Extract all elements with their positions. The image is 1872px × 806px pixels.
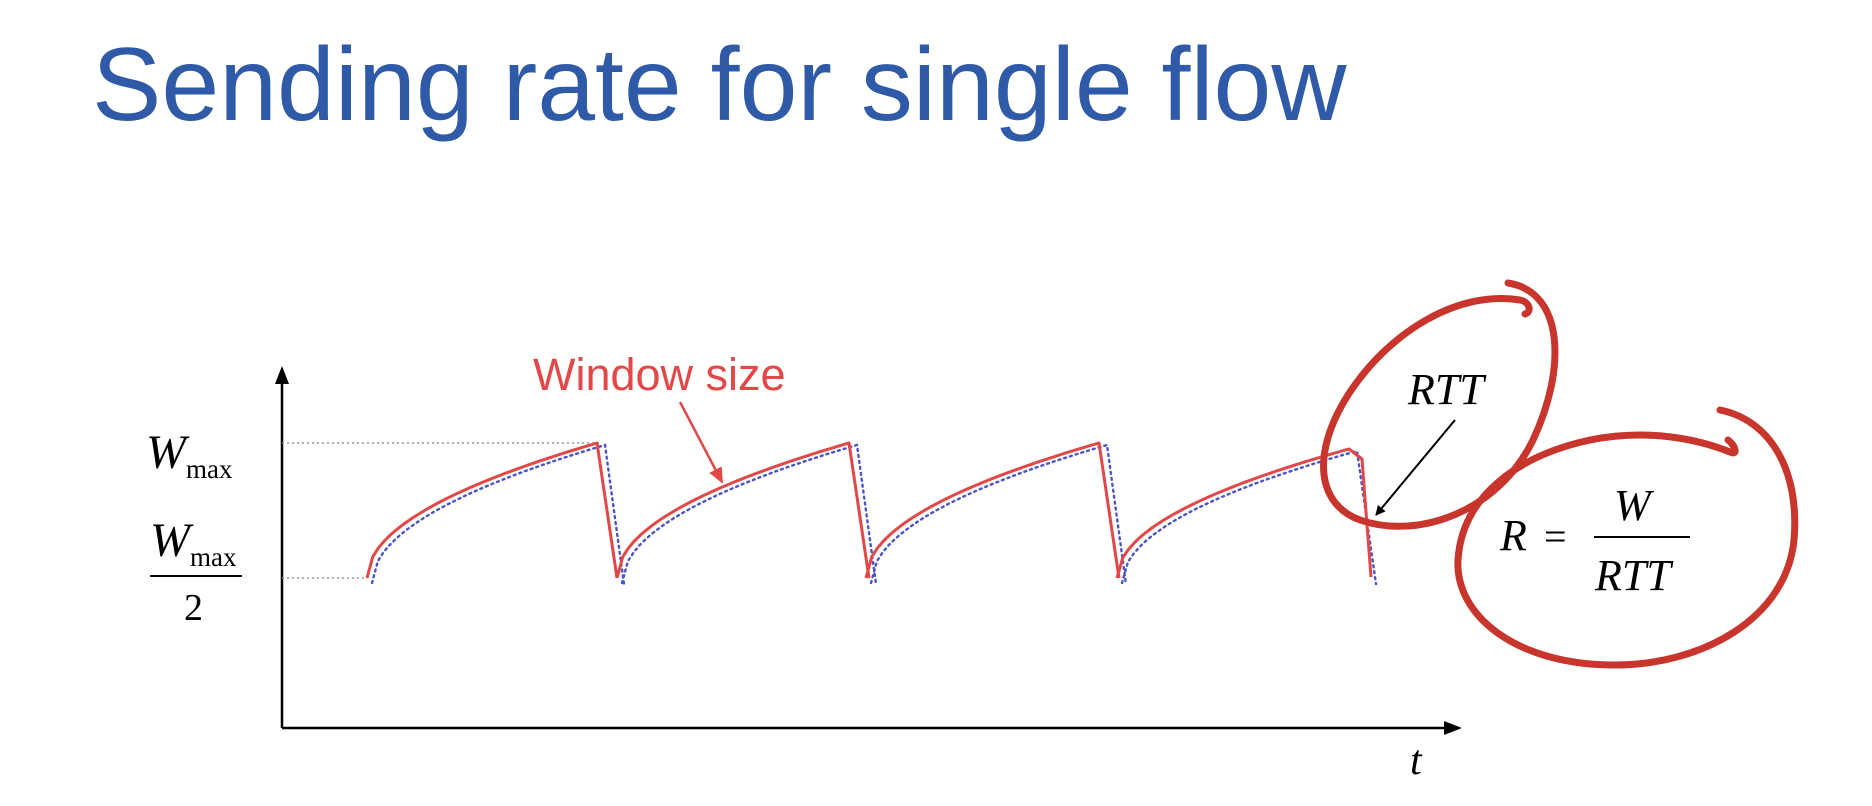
formula-equals: = [1544, 514, 1567, 559]
sending-rate-cycle-4 [1120, 449, 1378, 586]
formula-numerator: W [1614, 481, 1654, 530]
window-size-pointer-arrow [678, 401, 724, 484]
rtt-pointer-arrow [1375, 419, 1456, 516]
sending-rate-cycle-2 [620, 443, 878, 586]
window-size-cycle-3 [864, 441, 1121, 579]
window-size-cycle-2 [615, 441, 871, 579]
window-size-cycle-1 [365, 441, 619, 579]
sending-rate-cycle-3 [869, 443, 1128, 586]
x-axis-arrow [1444, 721, 1462, 735]
rtt-handdrawn-circle [1320, 279, 1559, 530]
rtt-label: RTT [1407, 365, 1487, 414]
formula-handdrawn-circle [1454, 406, 1799, 669]
time-axis-label: t [1410, 738, 1423, 784]
half-wmax-label-letter: W [150, 514, 194, 567]
window-size-cycle-4 [1115, 447, 1373, 579]
half-wmax-label-sub: max [190, 542, 237, 572]
sending-rate-cycle-1 [370, 443, 626, 586]
window-size-label: Window size [533, 349, 786, 400]
slide-title: Sending rate for single flow [92, 27, 1347, 143]
window-curves [365, 441, 1373, 579]
wmax-label-sub: max [186, 454, 233, 484]
formula-lhs: R [1499, 511, 1527, 560]
half-wmax-label-denominator: 2 [184, 587, 203, 629]
wmax-label-letter: W [146, 426, 190, 479]
y-axis-arrow [275, 366, 289, 384]
formula-denominator: RTT [1594, 551, 1674, 600]
